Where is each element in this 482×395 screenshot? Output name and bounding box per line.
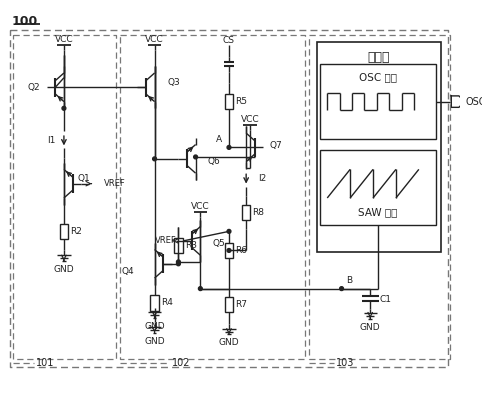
- Text: GND: GND: [54, 265, 74, 274]
- Text: VCC: VCC: [241, 115, 259, 124]
- Circle shape: [227, 145, 231, 149]
- Text: CS: CS: [223, 36, 235, 45]
- Text: SAW 模块: SAW 模块: [358, 207, 398, 217]
- Bar: [225, 297, 233, 312]
- Circle shape: [176, 262, 180, 266]
- Text: R6: R6: [235, 246, 247, 255]
- Text: R4: R4: [161, 299, 173, 307]
- Text: 102: 102: [172, 358, 190, 368]
- Text: VCC: VCC: [191, 202, 210, 211]
- Text: C1: C1: [379, 295, 391, 304]
- Polygon shape: [451, 96, 465, 107]
- Text: GND: GND: [144, 322, 165, 331]
- Text: GND: GND: [144, 337, 165, 346]
- Text: GND: GND: [219, 339, 239, 348]
- Text: VCC: VCC: [54, 35, 73, 44]
- Circle shape: [194, 155, 198, 159]
- Text: GND: GND: [360, 323, 380, 332]
- Bar: [320, 150, 436, 225]
- Circle shape: [199, 287, 202, 290]
- Text: I2: I2: [258, 175, 267, 183]
- Circle shape: [176, 260, 180, 264]
- Text: VREF: VREF: [155, 237, 176, 245]
- Text: Q7: Q7: [269, 141, 282, 150]
- Bar: [317, 43, 441, 252]
- Text: R3: R3: [185, 241, 197, 250]
- Circle shape: [340, 287, 344, 290]
- Bar: [320, 64, 436, 139]
- Text: 100: 100: [12, 15, 38, 28]
- Text: Q5: Q5: [213, 239, 226, 248]
- Text: VREF: VREF: [104, 179, 126, 188]
- Bar: [174, 238, 183, 253]
- Text: A: A: [216, 135, 223, 144]
- Text: VCC: VCC: [145, 35, 164, 44]
- Text: OSC: OSC: [466, 97, 482, 107]
- Text: Q6: Q6: [208, 157, 221, 166]
- Text: I1: I1: [47, 136, 56, 145]
- Text: Q4: Q4: [121, 267, 134, 276]
- Bar: [60, 224, 68, 239]
- Text: Q2: Q2: [27, 83, 40, 92]
- Text: 振荡器: 振荡器: [367, 51, 390, 64]
- Text: 101: 101: [36, 358, 54, 368]
- Text: OSC 模块: OSC 模块: [359, 72, 397, 82]
- Circle shape: [227, 248, 231, 252]
- Circle shape: [153, 157, 157, 161]
- Text: Q3: Q3: [168, 78, 181, 87]
- Text: R8: R8: [253, 208, 265, 217]
- Text: R5: R5: [235, 97, 247, 106]
- Text: R7: R7: [235, 300, 247, 309]
- Bar: [242, 205, 251, 220]
- Circle shape: [227, 229, 231, 233]
- Circle shape: [62, 106, 66, 110]
- Text: B: B: [346, 276, 352, 286]
- Text: 103: 103: [336, 358, 355, 368]
- Bar: [225, 243, 233, 258]
- Text: R2: R2: [70, 227, 82, 236]
- Bar: [225, 94, 233, 109]
- Text: Q1: Q1: [77, 175, 90, 183]
- Bar: [150, 295, 159, 310]
